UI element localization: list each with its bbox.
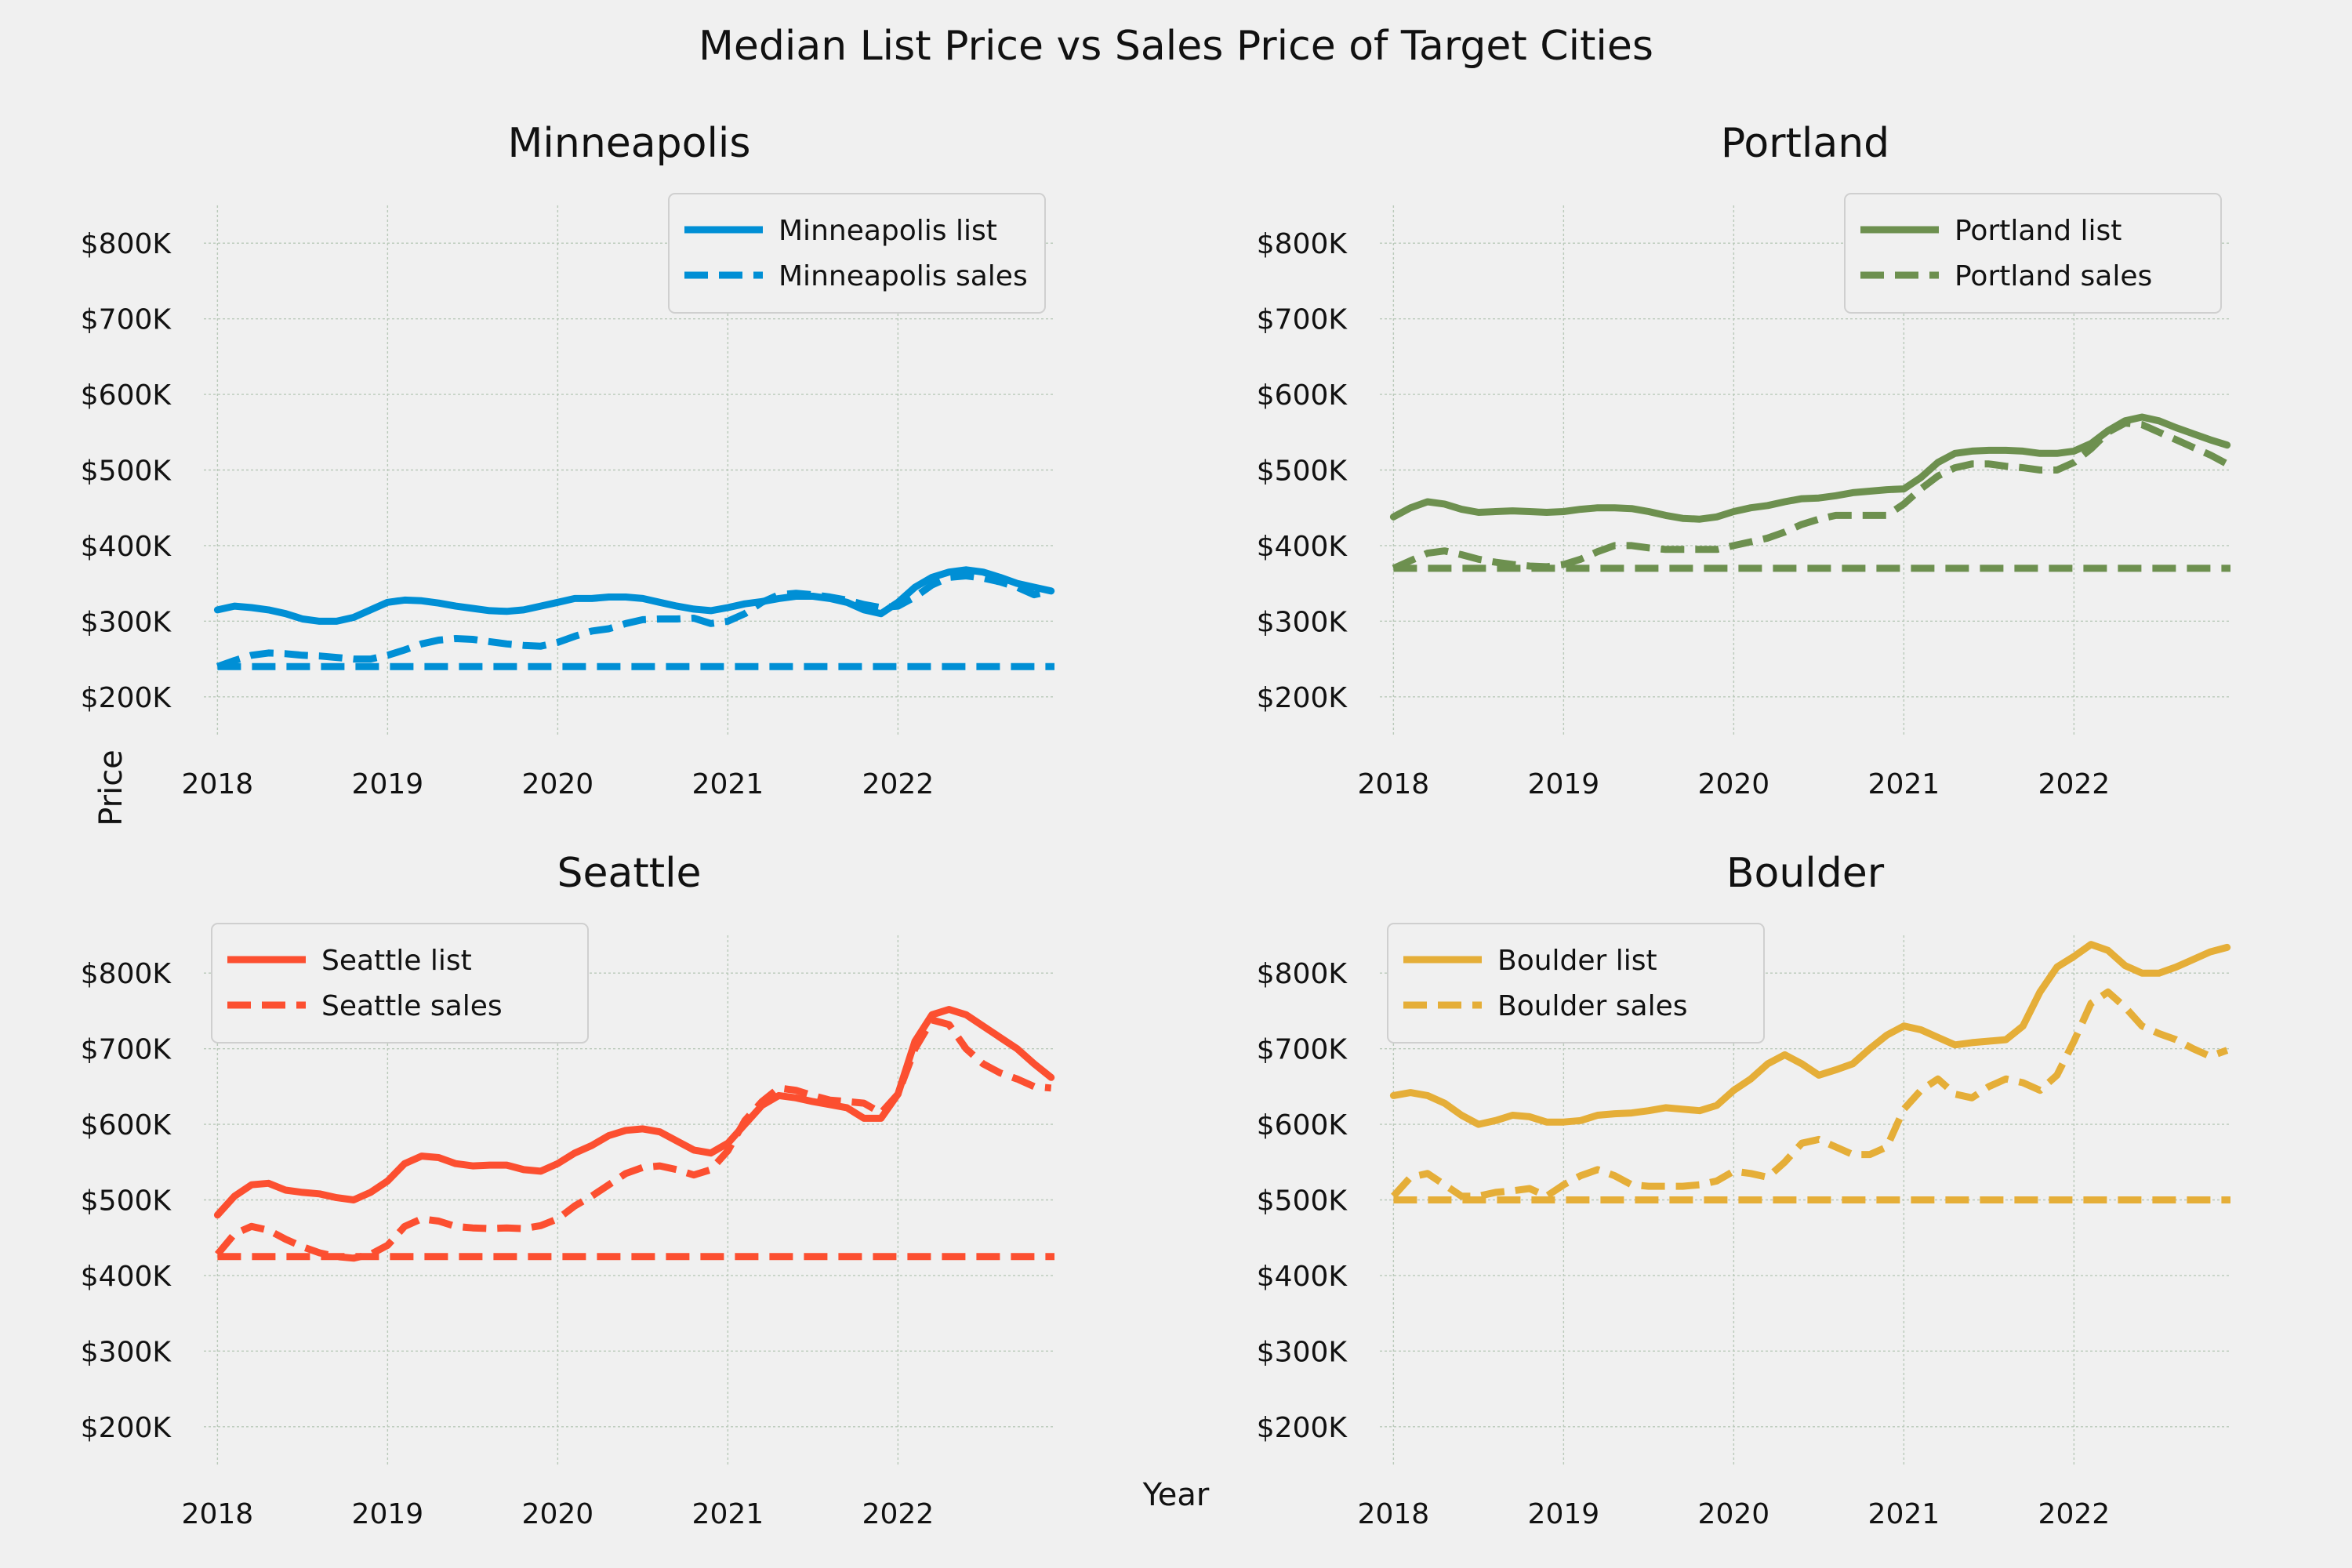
- y-tick-label: $700K: [81, 1034, 172, 1066]
- x-tick-label: 2019: [1528, 768, 1600, 800]
- legend-box: [668, 193, 1046, 314]
- y-tick-label: $200K: [1257, 1412, 1348, 1444]
- x-tick-label: 2021: [692, 768, 764, 800]
- y-tick-label: $500K: [1257, 456, 1348, 488]
- subplot-portland: Portland $200K $300K $400K $500K $600K $700K $8…: [1257, 120, 2231, 800]
- subplot-title: Portland: [1721, 120, 1889, 167]
- y-tick-label: $800K: [1257, 228, 1348, 260]
- legend-label: Portland sales: [1955, 260, 2152, 292]
- x-tick-label: 2021: [1868, 1498, 1940, 1530]
- y-tick-label: $300K: [1257, 1336, 1348, 1368]
- y-tick-label: $600K: [81, 379, 172, 412]
- subplot-title: Seattle: [557, 850, 701, 897]
- y-tick-label: $200K: [81, 682, 172, 714]
- y-tick-label: $400K: [81, 1261, 172, 1293]
- legend-box: [1844, 193, 2222, 314]
- x-tick-label: 2020: [522, 768, 594, 800]
- x-tick-label: 2022: [862, 768, 935, 800]
- legend-label: Boulder sales: [1497, 990, 1688, 1022]
- y-tick-label: $500K: [81, 1185, 172, 1218]
- series-line-seattle-sales: [214, 1016, 1052, 1262]
- x-tick-label: 2020: [522, 1498, 594, 1530]
- y-tick-label: $500K: [81, 456, 172, 488]
- y-tick-label: $300K: [81, 606, 172, 638]
- x-tick-label: 2019: [1528, 1498, 1600, 1530]
- x-tick-label: 2020: [1698, 768, 1770, 800]
- legend-label: Seattle sales: [321, 990, 503, 1022]
- y-tick-label: $700K: [1257, 1034, 1348, 1066]
- legend: Seattle list Seattle sales: [211, 923, 589, 1044]
- y-tick-label: $800K: [1257, 958, 1348, 990]
- legend: Boulder list Boulder sales: [1387, 923, 1765, 1044]
- x-tick-label: 2022: [2038, 1498, 2111, 1530]
- subplot-title: Boulder: [1726, 850, 1885, 897]
- x-tick-label: 2021: [692, 1498, 764, 1530]
- y-tick-label: $400K: [81, 531, 172, 563]
- x-tick-label: 2021: [1868, 768, 1940, 800]
- legend-label: Seattle list: [321, 945, 472, 977]
- series-line-boulder-sales: [1391, 988, 2229, 1200]
- subplot-boulder: Boulder $200K $300K $400K $500K $600K $700K $80…: [1257, 850, 2231, 1530]
- x-tick-label: 2019: [352, 1498, 424, 1530]
- y-tick-label: $700K: [1257, 304, 1348, 336]
- figure-title: Median List Price vs Sales Price of Targ…: [699, 23, 1653, 70]
- y-tick-label: $400K: [1257, 531, 1348, 563]
- subplot-grid: Minneapolis $200K $300K $400K $500K $600K $700…: [81, 120, 2231, 1530]
- figure-xlabel: Year: [1142, 1477, 1210, 1513]
- y-tick-label: $600K: [1257, 1109, 1348, 1142]
- x-tick-label: 2022: [2038, 768, 2111, 800]
- y-tick-label: $700K: [81, 304, 172, 336]
- series-line-minneapolis-list: [213, 566, 1055, 625]
- x-tick-label: 2022: [862, 1498, 935, 1530]
- series-line-boulder-list: [1389, 941, 2231, 1128]
- x-tick-label: 2018: [1358, 1498, 1430, 1530]
- y-tick-label: $200K: [81, 1412, 172, 1444]
- subplot-seattle: Seattle $200K $300K $400K $500K $600K $700K $80…: [81, 850, 1055, 1530]
- legend-box: [211, 923, 589, 1044]
- series-line-portland-list: [1389, 413, 2231, 523]
- y-tick-label: $800K: [81, 958, 172, 990]
- y-tick-label: $600K: [1257, 379, 1348, 412]
- x-tick-label: 2018: [182, 1498, 254, 1530]
- subplot-minneapolis: Minneapolis $200K $300K $400K $500K $600K $700…: [81, 120, 1055, 800]
- legend-label: Boulder list: [1497, 945, 1657, 977]
- legend: Minneapolis list Minneapolis sales: [668, 193, 1046, 314]
- subplot-title: Minneapolis: [508, 120, 751, 167]
- series-line-minneapolis-sales: [216, 572, 1052, 670]
- y-tick-label: $600K: [81, 1109, 172, 1142]
- y-tick-label: $800K: [81, 228, 172, 260]
- x-tick-label: 2019: [352, 768, 424, 800]
- figure-ylabel: Price: [93, 750, 129, 826]
- x-tick-label: 2018: [1358, 768, 1430, 800]
- y-tick-label: $400K: [1257, 1261, 1348, 1293]
- legend-box: [1387, 923, 1765, 1044]
- y-tick-label: $200K: [1257, 682, 1348, 714]
- legend: Portland list Portland sales: [1844, 193, 2222, 314]
- y-tick-label: $300K: [1257, 606, 1348, 638]
- legend-label: Portland list: [1955, 215, 2122, 247]
- x-tick-label: 2020: [1698, 1498, 1770, 1530]
- y-tick-label: $500K: [1257, 1185, 1348, 1218]
- legend-label: Minneapolis sales: [779, 260, 1028, 292]
- legend-label: Minneapolis list: [779, 215, 997, 247]
- x-tick-label: 2018: [182, 768, 254, 800]
- y-tick-label: $300K: [81, 1336, 172, 1368]
